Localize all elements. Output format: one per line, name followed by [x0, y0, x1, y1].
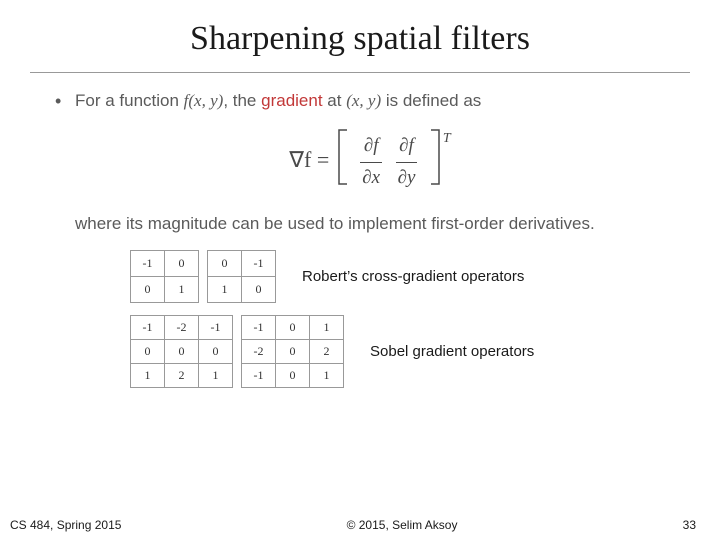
roberts-k2: 0-1 10 [207, 250, 276, 303]
cell: -1 [131, 250, 165, 276]
cell: 1 [131, 363, 165, 387]
cell: 0 [208, 250, 242, 276]
text-end: is defined as [381, 91, 481, 110]
cell: 0 [242, 276, 276, 302]
cell: 2 [165, 363, 199, 387]
dfdy-num: ∂f [396, 131, 418, 162]
sobel-row: -1-2-1 000 121 -101 -202 -101 Sobel grad… [130, 315, 680, 388]
transpose: T [443, 131, 451, 146]
equals-sign: = [317, 147, 329, 172]
cell: -2 [165, 315, 199, 339]
magnitude-text: where its magnitude can be used to imple… [75, 210, 665, 237]
cell: 0 [199, 339, 233, 363]
footer-center: © 2015, Selim Aksoy [121, 518, 682, 532]
divider [30, 72, 690, 73]
cell: 0 [165, 250, 199, 276]
cell: 1 [310, 315, 344, 339]
roberts-label: Robert’s cross-gradient operators [302, 268, 524, 285]
dfdx-den: ∂x [360, 163, 382, 193]
cell: 1 [310, 363, 344, 387]
text-mid: , the [223, 91, 261, 110]
cell: 1 [165, 276, 199, 302]
roberts-k1: -10 01 [130, 250, 199, 303]
cell: -1 [199, 315, 233, 339]
cell: -2 [242, 339, 276, 363]
cell: 0 [276, 339, 310, 363]
cell: 0 [131, 339, 165, 363]
roberts-row: -10 01 0-1 10 Robert’s cross-gradient op… [130, 250, 680, 303]
cell: -1 [131, 315, 165, 339]
math-xy: (x, y) [346, 91, 381, 110]
roberts-kernels: -10 01 0-1 10 [130, 250, 276, 303]
sobel-label: Sobel gradient operators [370, 343, 534, 360]
sobel-k1: -1-2-1 000 121 [130, 315, 233, 388]
right-bracket-icon [427, 128, 443, 186]
gradient-equation: ∇f = ∂f ∂x ∂f ∂y T [75, 128, 665, 196]
text-prefix: For a function [75, 91, 184, 110]
cell: 0 [276, 315, 310, 339]
left-bracket-icon [335, 128, 351, 186]
sobel-k2: -101 -202 -101 [241, 315, 344, 388]
footer-left: CS 484, Spring 2015 [10, 518, 121, 532]
slide-title: Sharpening spatial filters [40, 20, 680, 58]
math-fxy: f(x, y) [184, 91, 224, 110]
cell: 0 [165, 339, 199, 363]
dfdx-num: ∂f [360, 131, 382, 162]
bullet-item: For a function f(x, y), the gradient at … [75, 87, 665, 114]
cell: 2 [310, 339, 344, 363]
operators-area: -10 01 0-1 10 Robert’s cross-gradient op… [40, 250, 680, 388]
text-suffix: at [323, 91, 347, 110]
dfdy-den: ∂y [396, 163, 418, 193]
sobel-kernels: -1-2-1 000 121 -101 -202 -101 [130, 315, 344, 388]
gradient-word: gradient [261, 91, 322, 110]
footer: CS 484, Spring 2015 © 2015, Selim Aksoy … [0, 518, 720, 532]
body-text: For a function f(x, y), the gradient at … [40, 87, 680, 238]
footer-right: 33 [683, 518, 696, 532]
cell: 0 [276, 363, 310, 387]
cell: -1 [242, 363, 276, 387]
slide: Sharpening spatial filters For a functio… [0, 0, 720, 540]
dfdx-fraction: ∂f ∂x [360, 131, 382, 193]
cell: 1 [199, 363, 233, 387]
cell: -1 [242, 315, 276, 339]
cell: 1 [208, 276, 242, 302]
cell: 0 [131, 276, 165, 302]
cell: -1 [242, 250, 276, 276]
dfdy-fraction: ∂f ∂y [396, 131, 418, 193]
nabla-f: ∇f [289, 147, 311, 172]
